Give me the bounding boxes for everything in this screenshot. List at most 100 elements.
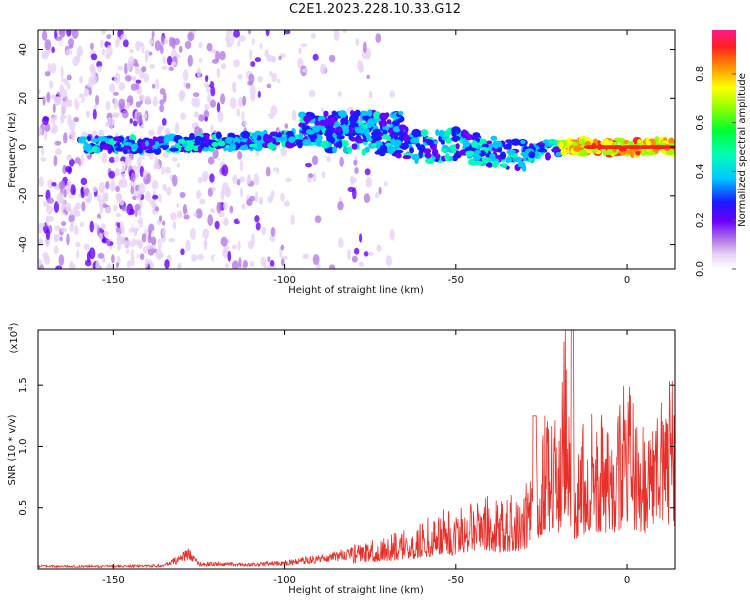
spectrogram-axes-frame xyxy=(37,29,676,270)
spectrogram-cell xyxy=(101,48,106,56)
spectrogram-cell xyxy=(579,138,586,145)
spectrogram-cell xyxy=(98,181,105,194)
spectrogram-cell xyxy=(172,221,177,230)
spectrogram-cell xyxy=(378,120,388,127)
spectrogram-cell xyxy=(641,145,650,149)
spectrogram-cell xyxy=(68,193,74,199)
spectrogram-cell xyxy=(156,136,165,143)
spectrogram-cell xyxy=(75,241,81,248)
spectrogram-cell xyxy=(395,152,402,159)
spectrogram-cell xyxy=(66,74,72,81)
spectrogram-cell xyxy=(136,189,142,201)
spectrogram-cell xyxy=(182,203,188,215)
spectrogram-cell xyxy=(196,51,203,58)
spectrogram-cell xyxy=(51,116,56,125)
spectrogram-cell xyxy=(137,147,144,154)
spectrogram-cell xyxy=(115,212,122,218)
spectrogram-cell xyxy=(60,66,64,79)
spectrogram-cell xyxy=(242,120,248,126)
spectrogram-cell xyxy=(231,260,239,269)
spectrogram-cell xyxy=(160,35,165,46)
spectrogram-cell xyxy=(80,187,84,195)
spectrogram-cell xyxy=(290,214,295,226)
spectrogram-cell xyxy=(309,133,318,140)
spectrogram-cell xyxy=(603,150,613,155)
spectrogram-cell xyxy=(38,176,44,188)
spectrogram-cell xyxy=(139,253,145,260)
spectrogram-cell xyxy=(185,82,191,90)
spectrogram-cell xyxy=(396,141,402,147)
spectrogram-cell xyxy=(409,147,415,154)
spectrogram-cell xyxy=(331,110,337,117)
spectrogram-cell xyxy=(100,30,107,35)
spectrogram-cell xyxy=(358,233,363,243)
spectrogram-cell xyxy=(258,196,264,205)
spectrogram-cell xyxy=(271,72,278,83)
spectrogram-cell xyxy=(136,111,143,124)
spectrogram-cell xyxy=(164,259,170,269)
spectrogram-cell xyxy=(79,222,85,228)
spectrogram-cell xyxy=(277,132,283,137)
spectrogram-cell xyxy=(61,52,66,64)
spectrogram-ytick-label: -40 xyxy=(18,236,29,252)
spectrogram-cell xyxy=(210,86,216,97)
spectrogram-cell xyxy=(312,172,317,182)
spectrogram-cell xyxy=(57,110,62,118)
spectrogram-cell xyxy=(66,154,72,161)
spectrogram-cell xyxy=(308,90,316,98)
spectrogram-cell xyxy=(474,149,481,155)
spectrogram-cell xyxy=(363,251,369,257)
spectrogram-cell xyxy=(411,128,421,138)
colorbar: 0.0 0.2 0.4 0.6 0.8 Normalized spectral ampl… xyxy=(695,30,748,277)
spectrogram-cell xyxy=(154,206,160,212)
spectrogram-cell xyxy=(144,95,151,105)
spectrogram-cell xyxy=(43,116,50,122)
spectrogram-cell xyxy=(203,240,208,246)
snr-ytick-label: 1.5 xyxy=(18,377,29,393)
spectrogram-cell xyxy=(392,126,401,133)
spectrogram-cell xyxy=(354,167,359,174)
spectrogram-cell xyxy=(420,129,429,137)
spectrogram-cell xyxy=(60,78,66,83)
spectrogram-cell xyxy=(266,116,270,128)
spectrogram-cell xyxy=(398,124,405,131)
spectrogram-cell xyxy=(112,91,119,96)
spectrogram-cell xyxy=(66,30,72,37)
spectrogram-cell xyxy=(158,215,163,222)
spectrogram-cell xyxy=(38,222,44,234)
spectrogram-cell xyxy=(267,137,276,142)
spectrogram-cell xyxy=(80,154,84,167)
spectrogram-cell xyxy=(230,33,235,46)
spectrogram-cell xyxy=(353,159,358,166)
spectrogram-cell xyxy=(69,208,74,216)
spectrogram-cell xyxy=(65,97,70,107)
spectrogram-cell xyxy=(191,254,198,262)
spectrogram-cell xyxy=(465,150,475,157)
spectrogram-cell xyxy=(462,139,468,146)
snr-xtick-label: -100 xyxy=(273,575,296,586)
spectrogram-cell xyxy=(303,115,312,123)
spectrogram-cell xyxy=(230,161,238,169)
spectrogram-cell xyxy=(152,144,159,150)
spectrogram-cell xyxy=(368,251,374,256)
spectrogram-cell xyxy=(215,50,220,62)
spectrogram-cell xyxy=(259,42,263,50)
spectrogram-cell xyxy=(255,32,262,40)
spectrogram-cell xyxy=(53,245,59,255)
spectrogram-cell xyxy=(114,146,124,152)
spectrogram-cell xyxy=(161,166,165,175)
spectrogram-cell xyxy=(528,151,536,159)
spectrogram-cell xyxy=(112,229,117,234)
spectrogram-cell xyxy=(264,49,269,58)
spectrogram-cell xyxy=(53,155,58,167)
spectrogram-cell xyxy=(198,57,203,63)
spectrogram-cell xyxy=(143,113,147,119)
spectrogram-cell xyxy=(226,39,231,49)
spectrogram-cell xyxy=(102,203,108,208)
snr-ytick-label: 1.0 xyxy=(18,438,29,454)
spectrogram-cell xyxy=(220,93,226,105)
spectrogram-cell xyxy=(302,138,310,145)
spectrogram-cell xyxy=(86,135,91,141)
spectrogram-cell xyxy=(321,107,325,113)
spectrogram-cell xyxy=(280,244,285,251)
